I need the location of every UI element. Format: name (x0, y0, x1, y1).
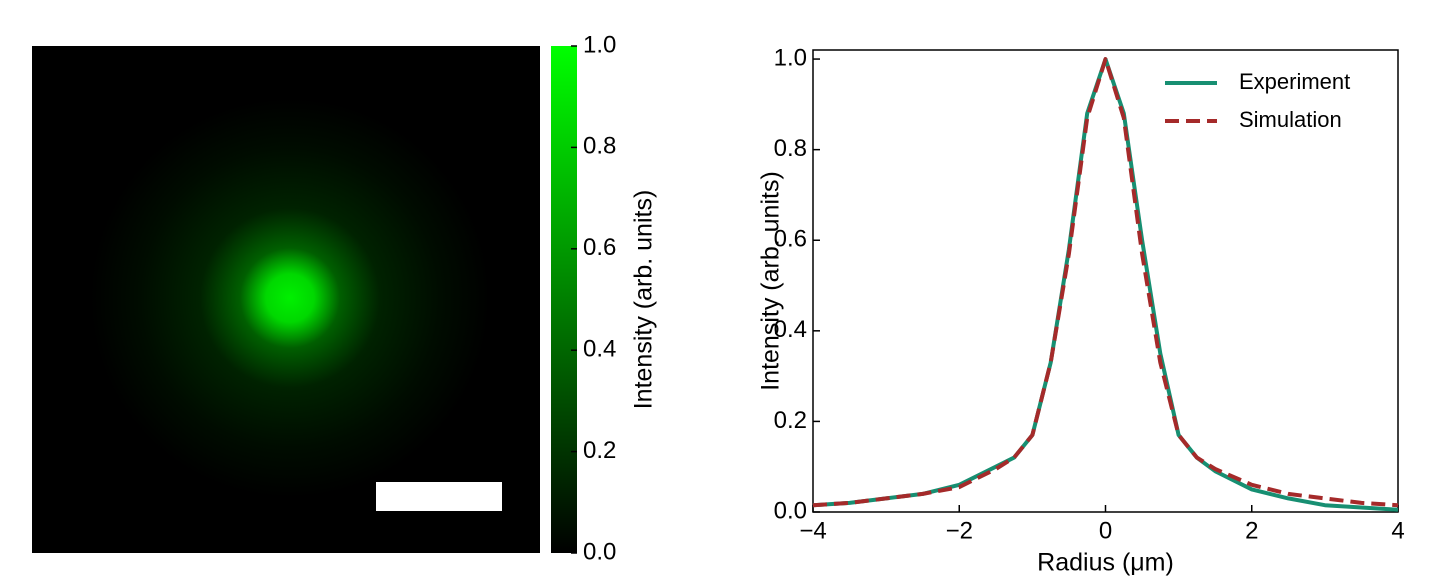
y-tick-label: 0.8 (774, 135, 807, 162)
y-tick-label: 1.0 (774, 44, 807, 71)
intensity-image (32, 46, 540, 553)
colorbar-tick-label: 1.0 (583, 31, 616, 58)
colorbar-label: Intensity (arb. units) (630, 190, 658, 410)
x-tick-label: 2 (1245, 517, 1258, 544)
x-axis-title: Radius (μm) (1037, 549, 1174, 577)
x-tick-label: 4 (1391, 517, 1404, 544)
series-line (812, 57, 1399, 508)
x-tick-label: −4 (799, 517, 826, 544)
x-tick-label: 0 (1099, 517, 1112, 544)
colorbar-tick-label: 0.6 (583, 234, 616, 261)
legend-label: Experiment (1239, 69, 1350, 94)
colorbar-tick-label: 0.2 (583, 437, 616, 464)
x-tick-label: −2 (946, 517, 973, 544)
colorbar-tick-label: 0.8 (583, 133, 616, 160)
colorbar-tick-label: 0.0 (583, 538, 616, 565)
y-axis-title: Intensity (arb. units) (757, 171, 785, 391)
y-tick-label: 0.0 (774, 497, 807, 524)
colorbar (551, 46, 577, 553)
y-tick-label: 0.2 (774, 407, 807, 434)
colorbar-tick-label: 0.4 (583, 336, 616, 363)
legend-label: Simulation (1239, 107, 1342, 132)
y-tick-label: 0.6 (774, 226, 807, 253)
scale-bar (376, 482, 502, 511)
y-tick-label: 0.4 (774, 316, 807, 343)
